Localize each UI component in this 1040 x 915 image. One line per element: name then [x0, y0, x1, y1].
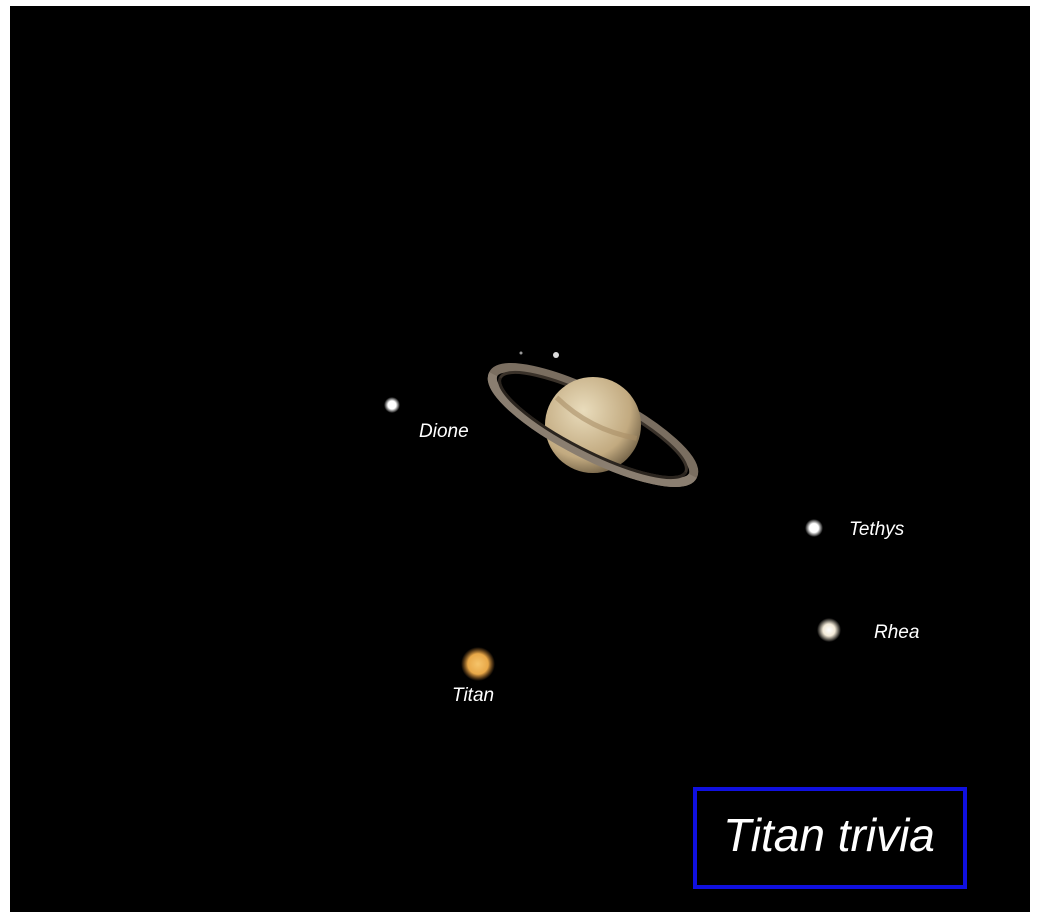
moon-tethys: [805, 519, 823, 537]
sky-background: [10, 6, 1030, 912]
moon-dione: [384, 397, 400, 413]
scene: Dione Tethys Rhea Titan Titan trivia: [0, 0, 1040, 915]
moon-label: Dione: [419, 421, 469, 442]
moon-label: Rhea: [874, 622, 919, 643]
trivia-button[interactable]: Titan trivia: [695, 789, 965, 887]
small-moon: [553, 352, 559, 358]
moon-label: Tethys: [849, 519, 905, 540]
moon-rhea: [817, 618, 841, 642]
moon-label: Titan: [452, 685, 494, 706]
page: Dione Tethys Rhea Titan Titan trivia (()…: [0, 0, 1040, 915]
small-moon: [520, 352, 523, 355]
moon-titan: [461, 647, 495, 681]
button-label[interactable]: Titan trivia: [723, 809, 935, 861]
